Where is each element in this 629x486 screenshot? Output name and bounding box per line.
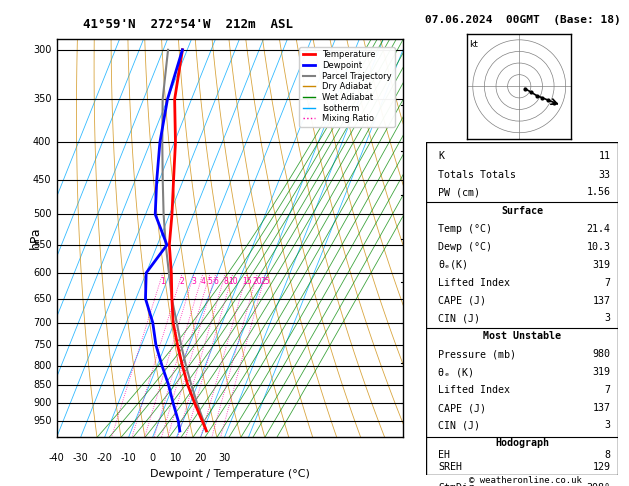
- Text: 308°: 308°: [587, 483, 611, 486]
- Text: 900: 900: [33, 399, 52, 408]
- Text: 4: 4: [201, 277, 206, 286]
- Text: Lifted Index: Lifted Index: [438, 278, 510, 288]
- Text: Lifted Index: Lifted Index: [438, 385, 510, 395]
- Text: 21.4: 21.4: [587, 224, 611, 234]
- Text: 137: 137: [593, 403, 611, 413]
- Text: 550: 550: [33, 240, 52, 250]
- Text: 129: 129: [593, 462, 611, 472]
- Text: CIN (J): CIN (J): [438, 313, 480, 323]
- Text: 25: 25: [261, 277, 270, 286]
- Text: 10: 10: [170, 453, 182, 463]
- Text: θₑ(K): θₑ(K): [438, 260, 468, 270]
- Text: 15: 15: [242, 277, 252, 286]
- Text: 319: 319: [593, 260, 611, 270]
- Text: 600: 600: [33, 268, 52, 278]
- Text: 10: 10: [228, 277, 238, 286]
- Text: kt: kt: [469, 40, 478, 49]
- Text: 450: 450: [33, 175, 52, 185]
- Text: 33: 33: [599, 170, 611, 180]
- Text: CAPE (J): CAPE (J): [438, 403, 486, 413]
- Text: 41°59'N  272°54'W  212m  ASL: 41°59'N 272°54'W 212m ASL: [83, 18, 293, 31]
- Text: 800: 800: [33, 361, 52, 370]
- Text: Surface: Surface: [501, 206, 543, 216]
- Text: Most Unstable: Most Unstable: [483, 331, 562, 341]
- Text: Hodograph: Hodograph: [496, 438, 549, 449]
- Text: 1.56: 1.56: [587, 187, 611, 197]
- Text: 30: 30: [218, 453, 231, 463]
- Text: EH: EH: [438, 451, 450, 460]
- Text: 300: 300: [33, 45, 52, 55]
- Text: 500: 500: [33, 209, 52, 219]
- Text: 3: 3: [192, 277, 197, 286]
- Text: θₑ (K): θₑ (K): [438, 367, 474, 377]
- Text: -40: -40: [48, 453, 65, 463]
- Text: 850: 850: [33, 380, 52, 390]
- Text: -30: -30: [73, 453, 89, 463]
- Text: PW (cm): PW (cm): [438, 187, 480, 197]
- Text: 950: 950: [33, 416, 52, 426]
- Text: Temp (°C): Temp (°C): [438, 224, 492, 234]
- Text: 137: 137: [593, 296, 611, 306]
- Text: 7: 7: [604, 385, 611, 395]
- Text: 0: 0: [150, 453, 155, 463]
- Text: CIN (J): CIN (J): [438, 420, 480, 431]
- Text: 7: 7: [604, 278, 611, 288]
- FancyBboxPatch shape: [426, 142, 618, 475]
- Text: 1: 1: [160, 277, 165, 286]
- Text: 11: 11: [599, 151, 611, 161]
- Text: 3: 3: [604, 313, 611, 323]
- Text: Dewp (°C): Dewp (°C): [438, 242, 492, 252]
- Text: 10.3: 10.3: [587, 242, 611, 252]
- Text: -10: -10: [121, 453, 136, 463]
- Text: © weatheronline.co.uk: © weatheronline.co.uk: [469, 475, 582, 485]
- Text: -20: -20: [97, 453, 113, 463]
- Text: 20: 20: [194, 453, 207, 463]
- Text: 3: 3: [604, 420, 611, 431]
- Text: 980: 980: [593, 349, 611, 360]
- Text: StmDir: StmDir: [438, 483, 474, 486]
- Text: 07.06.2024  00GMT  (Base: 18): 07.06.2024 00GMT (Base: 18): [425, 15, 621, 25]
- Text: CAPE (J): CAPE (J): [438, 296, 486, 306]
- Text: 8: 8: [604, 451, 611, 460]
- Text: 650: 650: [33, 294, 52, 304]
- Text: 700: 700: [33, 317, 52, 328]
- Text: 750: 750: [33, 340, 52, 350]
- Text: 6: 6: [214, 277, 218, 286]
- Text: 5: 5: [208, 277, 213, 286]
- Text: Mixing Ratio (g/kg): Mixing Ratio (g/kg): [443, 212, 452, 304]
- Text: Dewpoint / Temperature (°C): Dewpoint / Temperature (°C): [150, 469, 309, 479]
- Text: 319: 319: [593, 367, 611, 377]
- Legend: Temperature, Dewpoint, Parcel Trajectory, Dry Adiabat, Wet Adiabat, Isotherm, Mi: Temperature, Dewpoint, Parcel Trajectory…: [299, 47, 395, 127]
- Text: SREH: SREH: [438, 462, 462, 472]
- Text: Totals Totals: Totals Totals: [438, 170, 516, 180]
- Text: 20: 20: [253, 277, 262, 286]
- Text: 2: 2: [180, 277, 185, 286]
- Text: 350: 350: [33, 94, 52, 104]
- Text: 8: 8: [223, 277, 228, 286]
- Text: Pressure (mb): Pressure (mb): [438, 349, 516, 360]
- Text: hPa: hPa: [30, 227, 42, 249]
- Text: K: K: [438, 151, 444, 161]
- Text: 400: 400: [33, 138, 52, 147]
